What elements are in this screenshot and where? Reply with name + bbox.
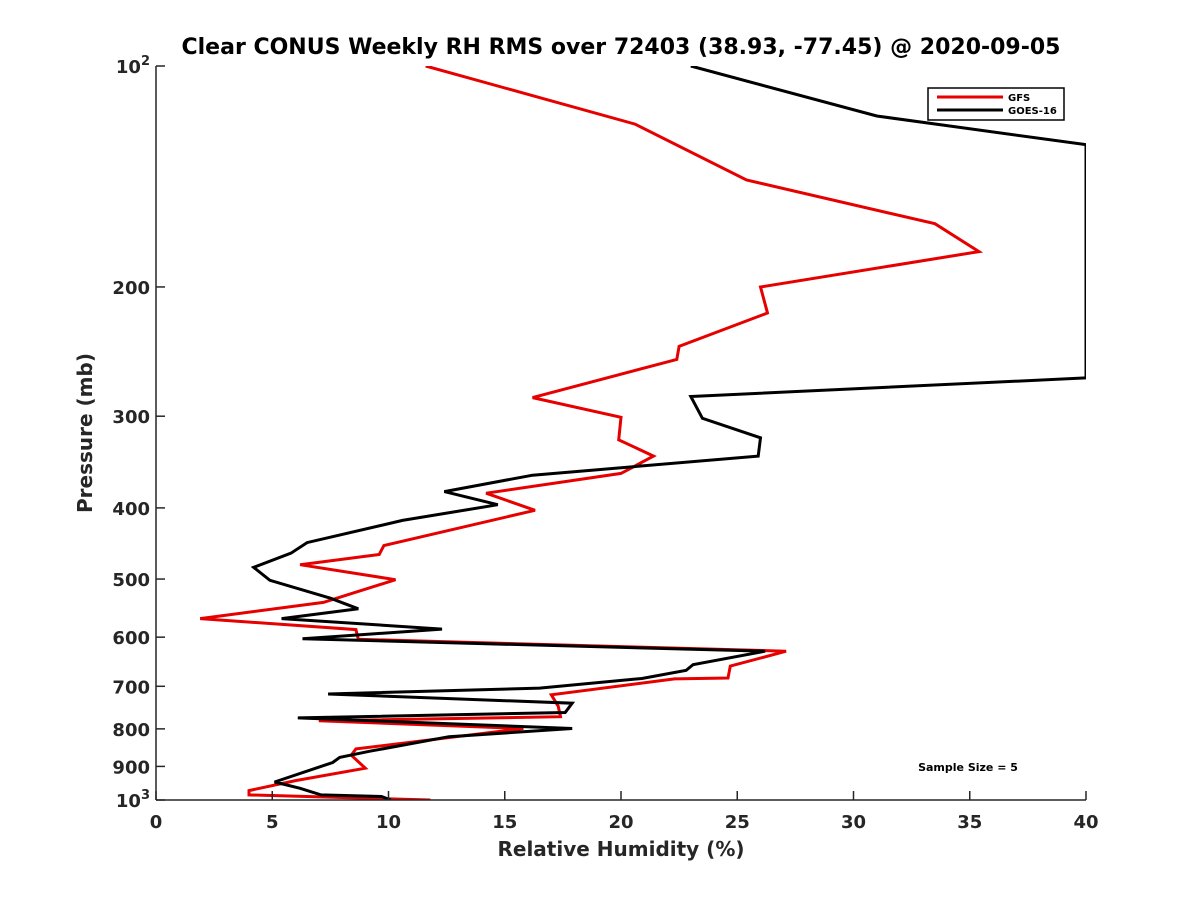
legend-box [927, 87, 1065, 121]
x-axis-label: Relative Humidity (%) [497, 837, 744, 861]
x-tick-label: 40 [1073, 812, 1098, 833]
x-tick-label: 30 [841, 812, 866, 833]
axes-layer: 0 5 10 15 20 25 30 35 40 102 200 300 400 500 600 700 800… [112, 54, 1098, 833]
y-tick-label: 900 [112, 757, 150, 778]
x-tick-label: 15 [492, 812, 517, 833]
series-layer [200, 66, 1086, 800]
series-line-goes-16 [250, 66, 1086, 800]
y-tick-label: 700 [112, 677, 150, 698]
y-tick-label: 500 [112, 570, 150, 591]
y-tick-label: 300 [112, 407, 150, 428]
x-tick-label: 10 [376, 812, 401, 833]
sample-size-annotation: Sample Size = 5 [918, 761, 1018, 774]
y-tick-label: 600 [112, 628, 150, 649]
legend-entry-label: GFS [1008, 93, 1030, 104]
y-tick-label: 200 [112, 278, 150, 299]
x-tick-label: 25 [725, 812, 750, 833]
y-tick-label: 102 [116, 54, 150, 78]
y-axis-label: Pressure (mb) [73, 353, 97, 513]
chart-title: Clear CONUS Weekly RH RMS over 72403 (38… [182, 35, 1061, 60]
y-tick-label: 400 [112, 499, 150, 520]
x-tick-label: 5 [266, 812, 279, 833]
x-tick-label: 0 [150, 812, 163, 833]
legend-entry-label: GOES-16 [1008, 106, 1057, 117]
x-tick-label: 35 [957, 812, 982, 833]
legend: GFS GOES-16 [927, 87, 1065, 121]
y-tick-label: 800 [112, 720, 150, 741]
y-tick-label: 103 [116, 788, 150, 812]
x-tick-label: 20 [608, 812, 633, 833]
